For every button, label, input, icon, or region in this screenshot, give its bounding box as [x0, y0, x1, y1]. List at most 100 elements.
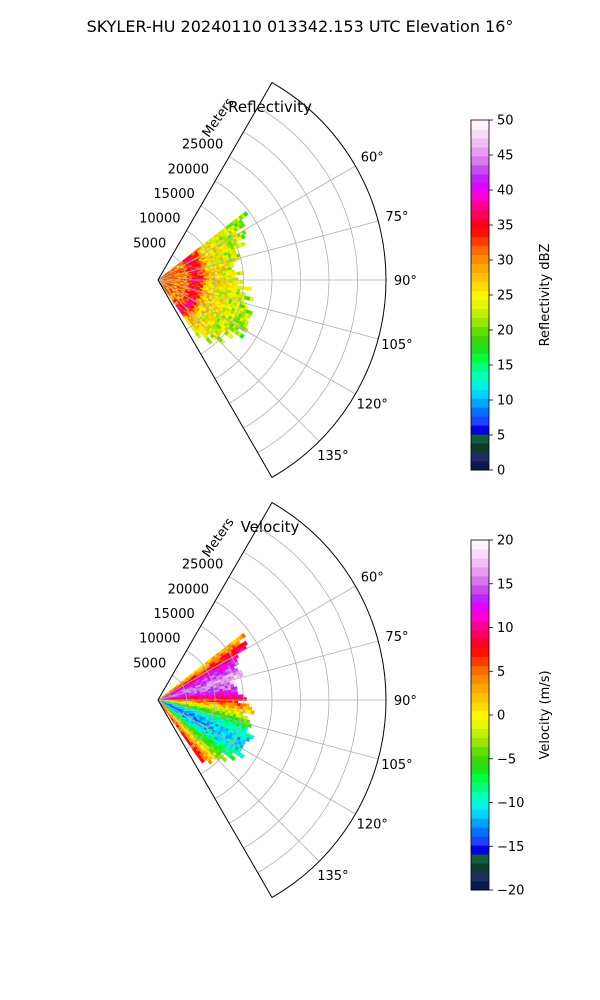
colorbar-tick-label: 45: [497, 149, 514, 164]
colorbar-segment: [471, 452, 489, 462]
colorbar-segment: [471, 245, 489, 256]
colorbar-segment: [471, 575, 489, 586]
colorbar-segment: [471, 425, 489, 435]
colorbar-segment: [471, 737, 489, 747]
colorbar-segment: [471, 647, 489, 658]
colorbar-segment: [471, 800, 489, 810]
colorbar-segment: [471, 380, 489, 390]
azimuth-tick-label: 90°: [394, 694, 417, 709]
colorbar-segment: [471, 602, 489, 613]
range-axis-label: Meters: [200, 515, 238, 560]
range-tick-label: 15000: [153, 187, 194, 202]
colorbar-segment: [471, 416, 489, 426]
colorbar-tick-label: 10: [497, 394, 514, 409]
colorbar-segment: [471, 881, 489, 891]
colorbar-segment: [471, 371, 489, 381]
range-tick-label: 25000: [182, 558, 223, 573]
colorbar-segment: [471, 335, 489, 345]
colorbar-segment: [471, 638, 489, 649]
colorbar-segment: [471, 593, 489, 604]
colorbar-segment: [471, 461, 489, 471]
sector-outline: [157, 501, 387, 899]
azimuth-tick-label: 60°: [361, 570, 384, 585]
polar-grid: [157, 106, 386, 454]
colorbar-segment: [471, 236, 489, 247]
colorbar-segment: [471, 200, 489, 211]
colorbar-tick-label: 0: [497, 709, 505, 724]
range-tick-label: 5000: [133, 656, 166, 671]
azimuth-tick-label: 90°: [394, 274, 417, 289]
colorbar-segment: [471, 344, 489, 354]
colorbar-tick-label: −10: [497, 796, 524, 811]
colorbar-segment: [471, 620, 489, 631]
colorbar-segment: [471, 710, 489, 720]
colorbar-segment: [471, 719, 489, 729]
colorbar-segment: [471, 218, 489, 229]
colorbar-segment: [471, 353, 489, 363]
colorbar-segment: [471, 407, 489, 417]
colorbar-segment: [471, 290, 489, 300]
colorbar-tick-label: 35: [497, 219, 514, 234]
colorbar-tick-label: 20: [497, 324, 514, 339]
colorbar-segment: [471, 227, 489, 238]
colorbar-segment: [471, 146, 489, 157]
colorbar-segment: [471, 764, 489, 774]
colorbar-segment: [471, 728, 489, 738]
colorbar-segment: [471, 584, 489, 595]
colorbar-segment: [471, 872, 489, 882]
colorbar-tick-label: 5: [497, 665, 505, 680]
azimuth-tick-label: 135°: [317, 869, 348, 884]
colorbar-segment: [471, 674, 489, 685]
colorbar-segment: [471, 299, 489, 309]
range-tick-label: 20000: [168, 582, 209, 597]
sector-outline: [157, 81, 387, 479]
colorbar-segment: [471, 629, 489, 640]
colorbar-segment: [471, 656, 489, 667]
colorbar-segment: [471, 209, 489, 220]
range-axis-label: Meters: [200, 95, 238, 140]
colorbar-segment: [471, 191, 489, 202]
colorbar-segment: [471, 120, 489, 130]
colorbar-segment: [471, 557, 489, 568]
colorbar-tick-label: 5: [497, 429, 505, 444]
colorbar-tick-label: 30: [497, 254, 514, 269]
colorbar-segment: [471, 254, 489, 265]
colorbar-segment: [471, 566, 489, 577]
colorbar-segment: [471, 818, 489, 828]
azimuth-tick-label: 75°: [385, 210, 408, 225]
azimuth-tick-label: 105°: [381, 338, 412, 353]
azimuth-tick-label: 120°: [357, 398, 388, 413]
range-tick-label: 10000: [139, 212, 180, 227]
colorbar-segment: [471, 836, 489, 846]
azimuth-tick-label: 120°: [357, 818, 388, 833]
colorbar-tick-label: 50: [497, 114, 514, 129]
panel-title: Velocity: [241, 518, 300, 536]
figure-suptitle: SKYLER-HU 20240110 013342.153 UTC Elevat…: [87, 17, 514, 36]
colorbar-segment: [471, 845, 489, 855]
colorbar-tick-label: −15: [497, 840, 524, 855]
colorbar-segment: [471, 773, 489, 783]
range-tick-label: 10000: [139, 632, 180, 647]
colorbar-segment: [471, 389, 489, 399]
colorbar-segment: [471, 692, 489, 703]
reflectivity-panel: Reflectivity 5000 10000 15000 20000 25000Mete…: [133, 81, 417, 479]
colorbar-segment: [471, 137, 489, 148]
colorbar-segment: [471, 398, 489, 408]
colorbar-segment: [471, 755, 489, 765]
colorbar-tick-label: 10: [497, 621, 514, 636]
colorbar-segment: [471, 155, 489, 166]
colorbar-label: Velocity (m/s): [538, 670, 553, 759]
colorbar-segment: [471, 443, 489, 453]
colorbar-tick-label: 20: [497, 534, 514, 549]
colorbar-segment: [471, 272, 489, 283]
range-tick-label: 5000: [133, 236, 166, 251]
colorbar-segment: [471, 173, 489, 184]
colorbar-segment: [471, 434, 489, 444]
colorbar-segment: [471, 746, 489, 756]
colorbar-segment: [471, 308, 489, 318]
colorbar-segment: [471, 164, 489, 175]
colorbar-tick-label: −5: [497, 752, 516, 767]
colorbar-tick-label: 15: [497, 577, 514, 592]
